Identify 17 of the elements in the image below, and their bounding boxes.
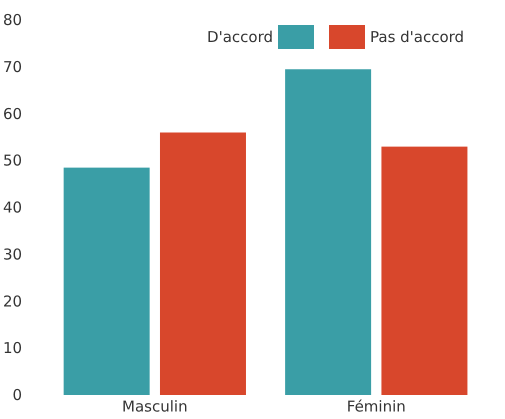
y-tick-label: 30: [2, 245, 22, 264]
y-tick-label: 0: [12, 386, 22, 404]
y-tick-label: 50: [2, 152, 22, 170]
y-tick-label: 60: [2, 104, 22, 123]
bar: [381, 146, 468, 395]
bar: [285, 69, 372, 395]
bar: [160, 132, 246, 395]
y-tick-label: 80: [2, 11, 22, 29]
y-tick-label: 40: [2, 198, 22, 216]
y-tick-label: 70: [2, 58, 22, 76]
x-tick-label: Masculin: [122, 398, 188, 416]
series-label: D'accord: [207, 28, 273, 46]
x-tick-label: Féminin: [346, 398, 406, 416]
y-tick-label: 10: [2, 339, 22, 358]
y-tick-label: 20: [2, 292, 22, 310]
legend-label: Pas d'accord: [370, 28, 464, 46]
bar: [64, 168, 150, 395]
